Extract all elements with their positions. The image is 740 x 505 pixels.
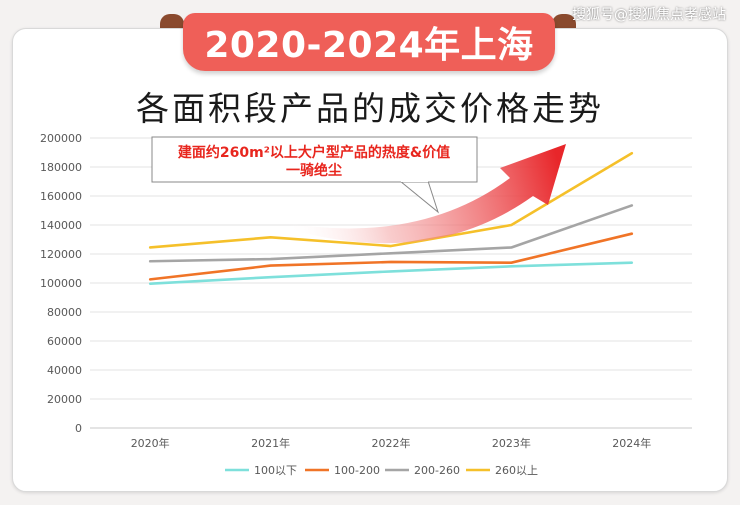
y-tick-label: 80000 bbox=[47, 306, 82, 319]
series-line bbox=[148, 204, 634, 263]
y-tick-label: 60000 bbox=[47, 335, 82, 348]
legend-label: 100-200 bbox=[334, 464, 380, 477]
callout-line-2: 一骑绝尘 bbox=[286, 162, 342, 179]
y-tick-label: 120000 bbox=[40, 248, 82, 261]
year-banner: 2020-2024年上海 bbox=[183, 13, 555, 71]
chart-title: 各面积段产品的成交价格走势 bbox=[136, 89, 604, 128]
y-tick-label: 140000 bbox=[40, 219, 82, 232]
y-tick-label: 100000 bbox=[40, 277, 82, 290]
series-layer bbox=[148, 151, 634, 286]
series-line bbox=[148, 261, 634, 286]
x-tick-label: 2020年 bbox=[131, 436, 170, 450]
trend-arrow-icon bbox=[285, 144, 566, 244]
callout-box: 建面约260m²以上大户型产品的热度&价值 一骑绝尘 bbox=[151, 136, 478, 214]
x-tick-label: 2024年 bbox=[612, 436, 651, 450]
legend: 100以下 100-200 200-260 260以上 bbox=[225, 464, 538, 477]
y-tick-label: 0 bbox=[75, 422, 82, 435]
y-tick-label: 200000 bbox=[40, 132, 82, 145]
y-tick-label: 160000 bbox=[40, 190, 82, 203]
y-tick-label: 40000 bbox=[47, 364, 82, 377]
series-line bbox=[148, 232, 634, 281]
chart-card bbox=[12, 28, 728, 492]
banner-text: 2020-2024年上海 bbox=[204, 25, 534, 66]
watermark: 搜狐号@搜狐焦点孝感站 bbox=[572, 7, 726, 23]
y-tick-label: 20000 bbox=[47, 393, 82, 406]
legend-label: 100以下 bbox=[254, 464, 297, 477]
legend-label: 200-260 bbox=[414, 464, 460, 477]
callout-frame bbox=[151, 136, 478, 183]
y-tick-label: 180000 bbox=[40, 161, 82, 174]
series-line bbox=[148, 151, 634, 249]
callout-line-1: 建面约260m²以上大户型产品的热度&价值 bbox=[178, 144, 450, 161]
x-tick-label: 2023年 bbox=[492, 436, 531, 450]
x-tick-label: 2021年 bbox=[251, 436, 290, 450]
x-tick-label: 2022年 bbox=[372, 436, 411, 450]
legend-label: 260以上 bbox=[495, 464, 538, 477]
